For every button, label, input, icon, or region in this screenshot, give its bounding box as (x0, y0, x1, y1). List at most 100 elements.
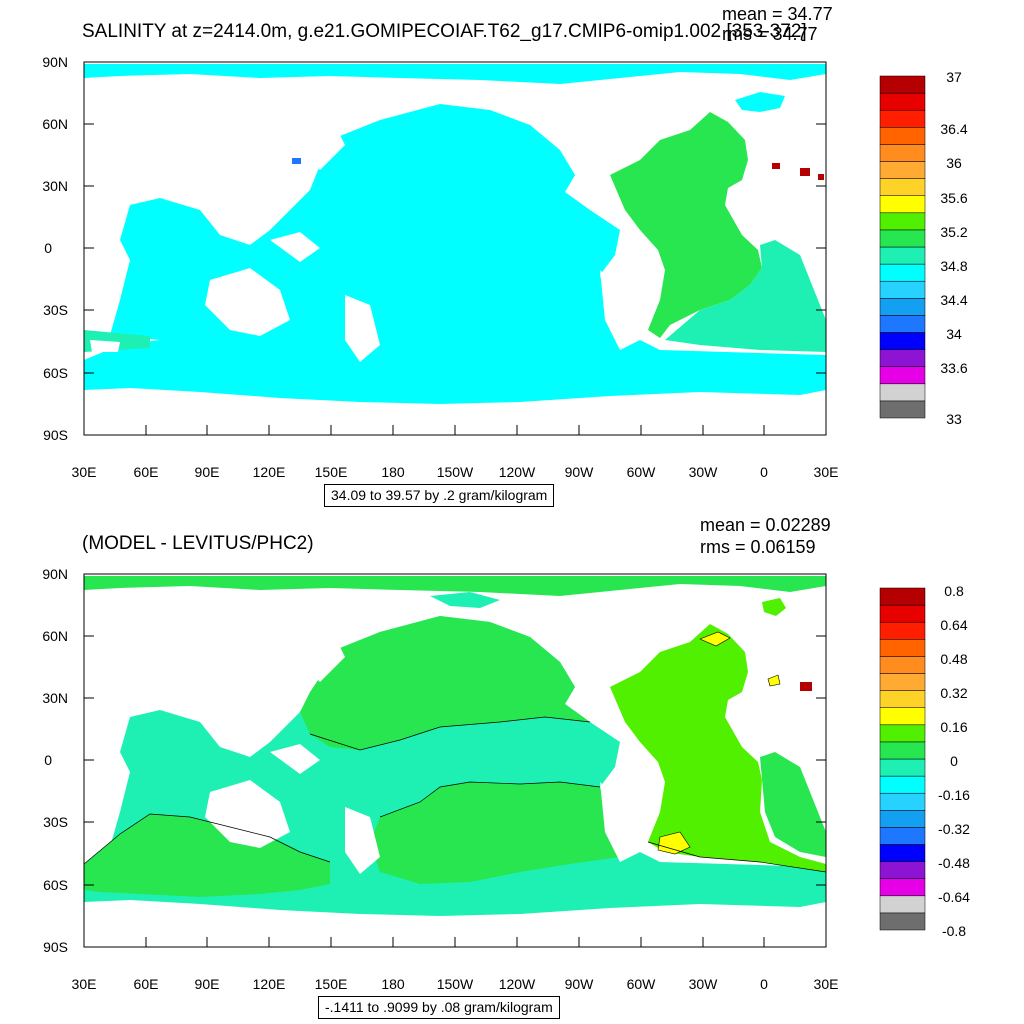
bottom-colorbar-label: -0.8 (942, 923, 966, 939)
bottom-lat-label: 60N (42, 628, 68, 644)
bottom-colorbar-label: -0.48 (938, 855, 970, 871)
bottom-colorbar-label: -0.16 (938, 787, 970, 803)
colorbar-swatch (879, 229, 926, 248)
bottom-colorbar-boxes (879, 587, 926, 931)
top-lat-label: 30N (42, 178, 68, 194)
bottom-lon-label: 150W (437, 976, 474, 992)
top-south-atlantic (665, 240, 826, 352)
bottom-lon-label: 90W (565, 976, 595, 992)
top-lat-label: 30S (43, 302, 68, 318)
top-colorbar-label: 34 (946, 326, 962, 342)
top-colorbar-label: 34.8 (940, 258, 967, 274)
top-panel-mean: mean = 34.77 (722, 4, 833, 24)
colorbar-swatch (879, 827, 926, 845)
colorbar-swatch (879, 844, 926, 862)
top-panel-title: SALINITY at z=2414.0m, g.e21.GOMIPECOIAF… (82, 21, 807, 42)
top-arctic-ocean (84, 64, 826, 84)
top-colorbar-label: 34.4 (940, 292, 967, 308)
colorbar-swatch (879, 246, 926, 265)
bottom-panel-rms: rms = 0.06159 (700, 537, 816, 557)
bottom-arctic-ocean (84, 576, 826, 596)
bottom-nordic-patch (762, 598, 786, 616)
colorbar-swatch (879, 263, 926, 282)
bottom-south-atlantic (760, 752, 826, 857)
colorbar-swatch (879, 127, 926, 145)
top-ocean-field (84, 64, 826, 404)
bottom-colorbar-label: -0.64 (938, 889, 970, 905)
bottom-north-pacific-green (300, 616, 590, 750)
bottom-lon-label: 120E (253, 976, 286, 992)
top-atlantic-ocean (610, 112, 762, 338)
bottom-lon-label: 180 (381, 976, 405, 992)
bottom-lon-label: 60E (134, 976, 159, 992)
top-contour-range-label: 34.09 to 39.57 by .2 gram/kilogram (324, 484, 555, 507)
colorbar-swatch (879, 724, 926, 743)
top-lon-label: 90W (565, 464, 595, 480)
bottom-arctic-cyan-patch (430, 592, 500, 608)
colorbar-swatch (879, 400, 926, 419)
colorbar-swatch (879, 212, 926, 231)
bottom-panel-mean: mean = 0.02289 (700, 515, 831, 535)
top-lon-label: 120W (499, 464, 536, 480)
top-blue-spot (292, 158, 301, 164)
bottom-lon-label: 0 (760, 976, 768, 992)
bottom-south-indian-green (84, 814, 330, 897)
top-colorbar-label: 36 (946, 155, 962, 171)
top-lat-label: 90S (43, 427, 68, 443)
bottom-colorbar: -0.8 -0.64 -0.48 -0.32 -0.16 0 0.16 0.32… (879, 583, 970, 939)
colorbar-swatch (879, 109, 926, 128)
colorbar-swatch (879, 195, 926, 214)
top-land-holes (90, 115, 640, 362)
bottom-colorbar-label: 0 (950, 753, 958, 769)
colorbar-swatch (879, 861, 926, 879)
top-lat-label: 60S (43, 365, 68, 381)
bottom-south-pacific-green (370, 782, 640, 884)
bottom-lat-label: 30N (42, 690, 68, 706)
colorbar-swatch (879, 775, 926, 794)
top-nordic-patch (735, 92, 785, 112)
top-lat-label: 60N (42, 116, 68, 132)
top-lat-ticks (84, 61, 826, 436)
top-lat-labels: 90N 60N 30N 0 30S 60S 90S (42, 54, 68, 443)
top-lat-label: 0 (44, 240, 52, 256)
colorbar-swatch (879, 604, 926, 623)
colorbar-swatch (879, 758, 926, 777)
bottom-panel-title: (MODEL - LEVITUS/PHC2) (82, 533, 314, 554)
bottom-yellow-highs (657, 631, 781, 855)
top-lon-labels: 30E 60E 90E 120E 150E 180 150W 120W 90W … (72, 464, 839, 480)
colorbar-swatch (879, 315, 926, 333)
colorbar-swatch (879, 75, 926, 94)
colorbar-swatch (879, 587, 926, 606)
top-colorbar-label: 36.4 (940, 121, 967, 137)
top-map: 90N 60N 30N 0 30S 60S 90S 30E 60E 90E 12… (42, 54, 968, 480)
colorbar-swatch (879, 332, 926, 350)
bottom-atlantic-lime (610, 624, 826, 872)
bottom-colorbar-labels: -0.8 -0.64 -0.48 -0.32 -0.16 0 0.16 0.32… (938, 583, 970, 939)
bottom-red-spots (800, 682, 812, 691)
bottom-lat-label: 0 (44, 752, 52, 768)
bottom-lat-label: 90S (43, 939, 68, 955)
bottom-lon-label: 30W (689, 976, 719, 992)
bottom-lat-label: 60S (43, 877, 68, 893)
colorbar-swatch (879, 895, 926, 914)
bottom-lat-ticks (84, 573, 826, 948)
colorbar-swatch (879, 298, 926, 316)
bottom-lon-label: 60W (627, 976, 657, 992)
colorbar-swatch (879, 656, 926, 674)
bottom-contour-range-label: -.1411 to .9099 by .08 gram/kilogram (318, 996, 560, 1019)
bottom-lon-labels: 30E 60E 90E 120E 150E 180 150W 120W 90W … (72, 976, 839, 992)
top-lon-label: 60W (627, 464, 657, 480)
bottom-lat-label: 90N (42, 566, 68, 582)
colorbar-swatch (879, 92, 926, 111)
top-lon-label: 180 (381, 464, 405, 480)
bottom-lon-label: 30E (72, 976, 97, 992)
colorbar-swatch (879, 912, 926, 931)
bottom-colorbar-label: 0.32 (940, 685, 967, 701)
bottom-ocean-field (83, 576, 827, 916)
top-lon-ticks (83, 425, 827, 435)
bottom-lon-ticks (83, 937, 827, 947)
colorbar-swatch (879, 639, 926, 657)
bottom-colorbar-label: 0.16 (940, 719, 967, 735)
colorbar-swatch (879, 366, 926, 385)
top-lon-label: 0 (760, 464, 768, 480)
